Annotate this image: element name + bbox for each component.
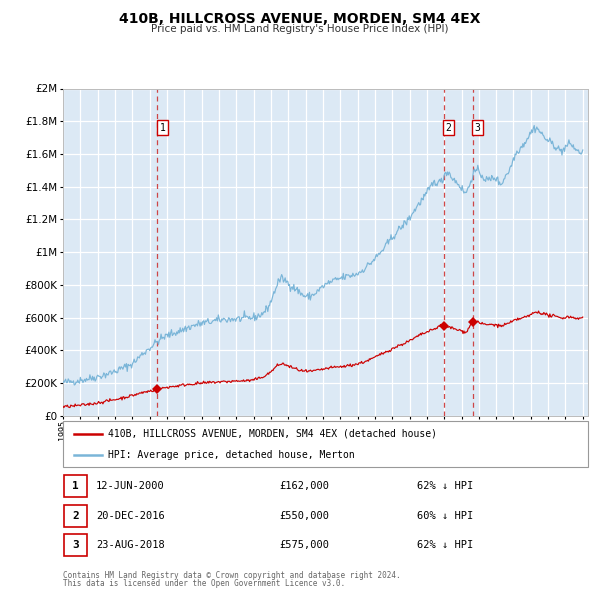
Text: Price paid vs. HM Land Registry's House Price Index (HPI): Price paid vs. HM Land Registry's House … <box>151 24 449 34</box>
Text: HPI: Average price, detached house, Merton: HPI: Average price, detached house, Mert… <box>107 450 355 460</box>
Text: 3: 3 <box>475 123 481 133</box>
Text: £162,000: £162,000 <box>279 481 329 491</box>
Text: £575,000: £575,000 <box>279 540 329 550</box>
FancyBboxPatch shape <box>64 534 87 556</box>
FancyBboxPatch shape <box>64 504 87 527</box>
Text: 62% ↓ HPI: 62% ↓ HPI <box>417 481 473 491</box>
Text: £550,000: £550,000 <box>279 511 329 520</box>
Text: 20-DEC-2016: 20-DEC-2016 <box>96 511 165 520</box>
Text: 23-AUG-2018: 23-AUG-2018 <box>96 540 165 550</box>
Text: This data is licensed under the Open Government Licence v3.0.: This data is licensed under the Open Gov… <box>63 579 345 588</box>
Text: 62% ↓ HPI: 62% ↓ HPI <box>417 540 473 550</box>
Text: 1: 1 <box>160 123 166 133</box>
Text: Contains HM Land Registry data © Crown copyright and database right 2024.: Contains HM Land Registry data © Crown c… <box>63 571 401 580</box>
Text: 410B, HILLCROSS AVENUE, MORDEN, SM4 4EX: 410B, HILLCROSS AVENUE, MORDEN, SM4 4EX <box>119 12 481 26</box>
Text: 1: 1 <box>72 481 79 491</box>
FancyBboxPatch shape <box>64 475 87 497</box>
FancyBboxPatch shape <box>63 421 588 467</box>
Text: 2: 2 <box>446 123 452 133</box>
Text: 3: 3 <box>72 540 79 550</box>
Text: 410B, HILLCROSS AVENUE, MORDEN, SM4 4EX (detached house): 410B, HILLCROSS AVENUE, MORDEN, SM4 4EX … <box>107 429 437 439</box>
Text: 2: 2 <box>72 511 79 520</box>
Text: 60% ↓ HPI: 60% ↓ HPI <box>417 511 473 520</box>
Text: 12-JUN-2000: 12-JUN-2000 <box>96 481 165 491</box>
